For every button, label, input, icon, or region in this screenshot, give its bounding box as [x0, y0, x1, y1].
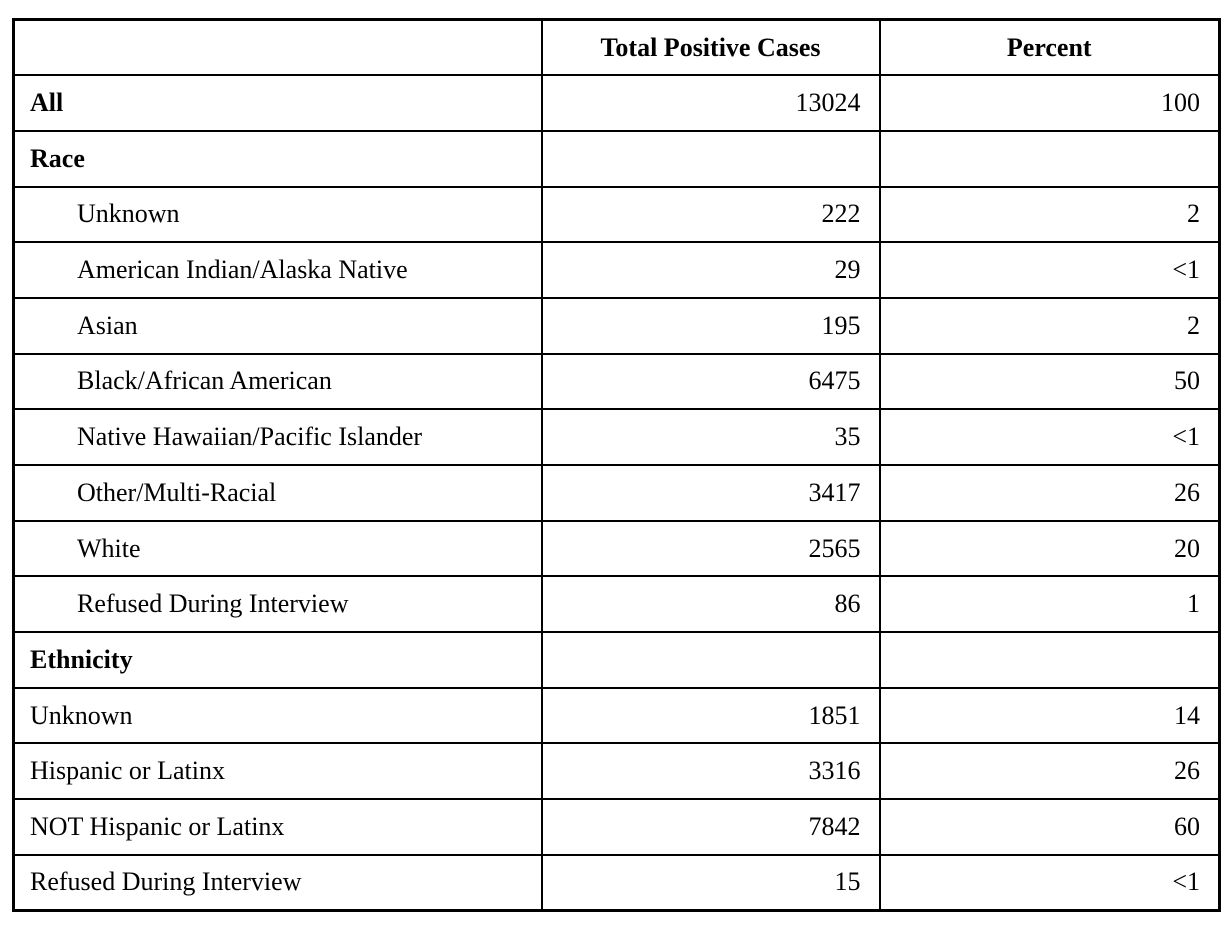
row-label: White: [12, 519, 543, 578]
percent-value: 100: [878, 74, 1221, 132]
table-row: Hispanic or Latinx 3316 26: [12, 742, 1221, 801]
table-row: Native Hawaiian/Pacific Islander 35 <1: [12, 408, 1221, 466]
cases-value: 15: [540, 853, 881, 912]
percent-value: 2: [878, 185, 1221, 244]
row-label: NOT Hispanic or Latinx: [12, 798, 543, 856]
row-label: Race: [12, 129, 543, 188]
table-row: American Indian/Alaska Native 29 <1: [12, 241, 1221, 299]
table-row: Asian 195 2: [12, 296, 1221, 355]
cases-value: 35: [540, 408, 881, 466]
row-label: Native Hawaiian/Pacific Islander: [12, 408, 543, 466]
cases-value: 2565: [540, 519, 881, 578]
percent-value: 60: [878, 798, 1221, 856]
table-row: Race: [12, 129, 1221, 188]
cases-value: 3316: [540, 742, 881, 801]
table-row: NOT Hispanic or Latinx 7842 60: [12, 798, 1221, 856]
table-row: Unknown 1851 14: [12, 686, 1221, 745]
row-label: Hispanic or Latinx: [12, 742, 543, 801]
percent-value: <1: [878, 408, 1221, 466]
table-header-row: Total Positive Cases Percent: [12, 18, 1221, 77]
table-row: Refused During Interview 86 1: [12, 575, 1221, 634]
row-label: American Indian/Alaska Native: [12, 241, 543, 299]
cases-value: 222: [540, 185, 881, 244]
column-header-percent: Percent: [878, 18, 1221, 77]
percent-value: [878, 631, 1221, 689]
cases-value: 13024: [540, 74, 881, 132]
percent-value: 1: [878, 575, 1221, 634]
table-row: Black/African American 6475 50: [12, 352, 1221, 411]
table-row: Other/Multi-Racial 3417 26: [12, 464, 1221, 522]
cases-value: 7842: [540, 798, 881, 856]
cases-value: 86: [540, 575, 881, 634]
table-body: All 13024 100 Race Unknown 222 2 American India…: [12, 74, 1221, 912]
cases-value: 3417: [540, 464, 881, 522]
row-label: Other/Multi-Racial: [12, 464, 543, 522]
percent-value: 50: [878, 352, 1221, 411]
percent-value: [878, 129, 1221, 188]
cases-value: 195: [540, 296, 881, 355]
percent-value: 26: [878, 742, 1221, 801]
percent-value: 2: [878, 296, 1221, 355]
percent-value: 14: [878, 686, 1221, 745]
cases-value: 6475: [540, 352, 881, 411]
row-label: Ethnicity: [12, 631, 543, 689]
cases-value: 1851: [540, 686, 881, 745]
cases-value: [540, 631, 881, 689]
row-label: Black/African American: [12, 352, 543, 411]
cases-value: [540, 129, 881, 188]
row-label: Unknown: [12, 185, 543, 244]
column-header-total-positive-cases: Total Positive Cases: [540, 18, 881, 77]
table-row: White 2565 20: [12, 519, 1221, 578]
table-row: Refused During Interview 15 <1: [12, 853, 1221, 912]
row-label: Refused During Interview: [12, 853, 543, 912]
row-label: Asian: [12, 296, 543, 355]
percent-value: 26: [878, 464, 1221, 522]
cases-value: 29: [540, 241, 881, 299]
table-row: All 13024 100: [12, 74, 1221, 132]
percent-value: <1: [878, 241, 1221, 299]
percent-value: 20: [878, 519, 1221, 578]
row-label: Unknown: [12, 686, 543, 745]
positive-cases-table: Total Positive Cases Percent All 13024 100…: [12, 18, 1221, 912]
row-label: All: [12, 74, 543, 132]
row-label: Refused During Interview: [12, 575, 543, 634]
percent-value: <1: [878, 853, 1221, 912]
corner-cell: [12, 18, 543, 77]
table-row: Unknown 222 2: [12, 185, 1221, 244]
table-row: Ethnicity: [12, 631, 1221, 689]
